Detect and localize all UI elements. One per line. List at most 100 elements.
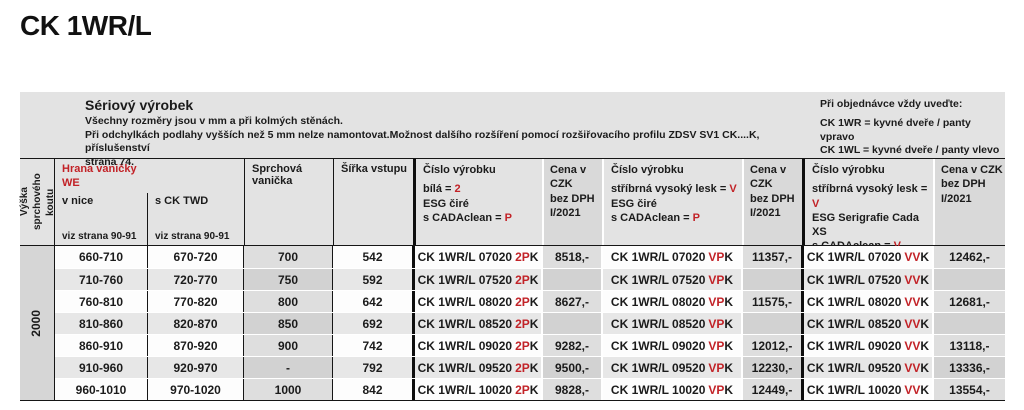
silver-glass-label: ESG čiré [611, 197, 657, 210]
code-suffix: K [724, 338, 734, 353]
table-row: 910-960 920-970 - 792 CK 1WR/L 09520 2P K … [55, 356, 1005, 378]
code-variant: VP [708, 272, 725, 287]
code-variant: VV [904, 382, 921, 397]
header-product-white: Číslo výrobku bílá = 2 ESG čiré s CADAcl… [416, 159, 544, 245]
height-value: 2000 [29, 309, 44, 337]
cell-code-serigraphy: CK 1WR/L 09520 VV K [804, 357, 934, 378]
cell-code-serigraphy: CK 1WR/L 07020 VV K [804, 246, 934, 268]
code-base: CK 1WR/L 09020 [610, 338, 706, 353]
series-note-line: strana 74. [85, 155, 135, 168]
cell-price-silver: 11575,- [743, 291, 804, 312]
code-variant: VV [904, 272, 921, 287]
order-note-title: Při objednávce vždy uveďte: [820, 98, 963, 110]
cell-shower-tray: 1000 [244, 379, 333, 400]
cell-range-niche: 910-960 [55, 357, 148, 378]
code-variant: VV [904, 294, 921, 309]
info-band: Sériový výrobek Všechny rozměry jsou v m… [20, 92, 1005, 168]
header-shower-height-label: Výška sprchového koutu [18, 173, 56, 231]
cell-price-silver: 12230,- [743, 357, 804, 378]
code-suffix: K [529, 338, 539, 353]
code-variant: VV [904, 338, 921, 353]
cell-range-niche: 710-760 [55, 269, 148, 290]
niche-label: v nice [62, 194, 94, 207]
cell-code-white: CK 1WR/L 10020 2P K [415, 379, 543, 400]
table-body: 2000 660-710 670-720 700 542 CK 1WR/L 07… [20, 246, 1005, 401]
height-value-cell: 2000 [20, 246, 55, 400]
series-note-title: Sériový výrobek [85, 97, 194, 113]
code-base: CK 1WR/L 09020 [417, 338, 513, 353]
cell-range-niche: 960-1010 [55, 379, 148, 400]
cell-code-silver: CK 1WR/L 08520 VP K [603, 313, 743, 334]
product-number-label: Číslo výrobku [423, 164, 496, 176]
cell-price-white: 9282,- [543, 335, 603, 356]
cktwd-label: s CK TWD [155, 194, 209, 207]
code-suffix: K [724, 382, 734, 397]
code-suffix: K [529, 272, 539, 287]
serigraphy-legend-code: V [812, 197, 820, 210]
product-number-label: Číslo výrobku [611, 164, 684, 176]
cell-shower-tray: 900 [244, 335, 333, 356]
price-line-3: I/2021 [941, 192, 972, 205]
cell-shower-tray: 750 [244, 269, 333, 290]
code-base: CK 1WR/L 07020 [610, 250, 706, 264]
code-base: CK 1WR/L 07020 [806, 250, 902, 264]
code-suffix: K [920, 294, 930, 309]
cell-price-white [543, 313, 603, 334]
cell-price-serigraphy [934, 269, 1005, 290]
silver-cadaclean-code: P [692, 211, 700, 224]
code-variant: VP [708, 338, 725, 353]
series-note-line: Všechny rozměry jsou v mm a při kolmých … [85, 115, 343, 127]
code-base: CK 1WR/L 09520 [417, 360, 513, 375]
table-row: 960-1010 970-1020 1000 842 CK 1WR/L 1002… [55, 378, 1005, 400]
code-suffix: K [920, 360, 930, 375]
cell-price-serigraphy [934, 313, 1005, 334]
header-shower-height: Výška sprchového koutu [18, 159, 56, 245]
header-niche: v nice viz strana 90-91 [55, 192, 148, 245]
cell-code-silver: CK 1WR/L 07020 VP K [603, 246, 743, 268]
price-line-2: bez DPH [941, 178, 986, 191]
code-variant: VP [708, 316, 725, 331]
code-suffix: K [529, 294, 539, 309]
code-suffix: K [920, 250, 930, 264]
cell-entry-width: 742 [333, 335, 415, 356]
cell-code-white: CK 1WR/L 07020 2P K [415, 246, 543, 268]
cell-range-niche: 810-860 [55, 313, 148, 334]
silver-legend-code: V [729, 183, 737, 196]
cell-range-cktwd: 820-870 [148, 313, 244, 334]
header-shower-tray: Sprchová vanička [245, 159, 334, 245]
cell-shower-tray: 700 [244, 246, 333, 268]
code-base: CK 1WR/L 09020 [806, 338, 902, 353]
silver-legend-label: stříbrná vysoký lesk = [611, 183, 730, 196]
cell-range-niche: 660-710 [55, 246, 148, 268]
price-line-3: I/2021 [550, 206, 581, 219]
cell-code-silver: CK 1WR/L 08020 VP K [603, 291, 743, 312]
white-legend-code: 2 [454, 183, 461, 196]
code-suffix: K [724, 316, 734, 331]
cell-entry-width: 592 [333, 269, 415, 290]
cell-price-white: 9828,- [543, 379, 603, 400]
cell-shower-tray: 850 [244, 313, 333, 334]
series-note-line: Při odchylkách podlahy vyšších než 5 mm … [85, 128, 760, 155]
code-suffix: K [920, 338, 930, 353]
page-title: CK 1WR/L [20, 10, 152, 41]
code-variant: VP [708, 250, 725, 264]
order-note-line: CK 1WL = kyvné dveře / panty vlevo [820, 144, 1000, 157]
code-base: CK 1WR/L 08520 [806, 316, 902, 331]
code-variant: 2P [515, 294, 530, 309]
cell-price-serigraphy: 13336,- [934, 357, 1005, 378]
code-variant: 2P [515, 382, 530, 397]
code-suffix: K [920, 382, 930, 397]
cell-code-serigraphy: CK 1WR/L 07520 VV K [804, 269, 934, 290]
cktwd-see-pages: viz strana 90-91 [155, 231, 230, 242]
header-price-serigraphy: Cena v CZK bez DPH I/2021 [935, 159, 1005, 245]
white-cadaclean-label: s CADAclean = [423, 211, 505, 224]
tray-edge-subcolumns: v nice viz strana 90-91 s CK TWD viz str… [55, 192, 244, 245]
code-base: CK 1WR/L 09520 [610, 360, 706, 375]
silver-cadaclean-label: s CADAclean = [611, 211, 693, 224]
cell-price-serigraphy: 13118,- [934, 335, 1005, 356]
cell-price-white [543, 269, 603, 290]
serigraphy-glass-label: ESG Serigrafie Cada XS [812, 211, 919, 239]
cell-code-white: CK 1WR/L 09020 2P K [415, 335, 543, 356]
white-cadaclean-code: P [504, 211, 512, 224]
cell-code-silver: CK 1WR/L 07520 VP K [603, 269, 743, 290]
